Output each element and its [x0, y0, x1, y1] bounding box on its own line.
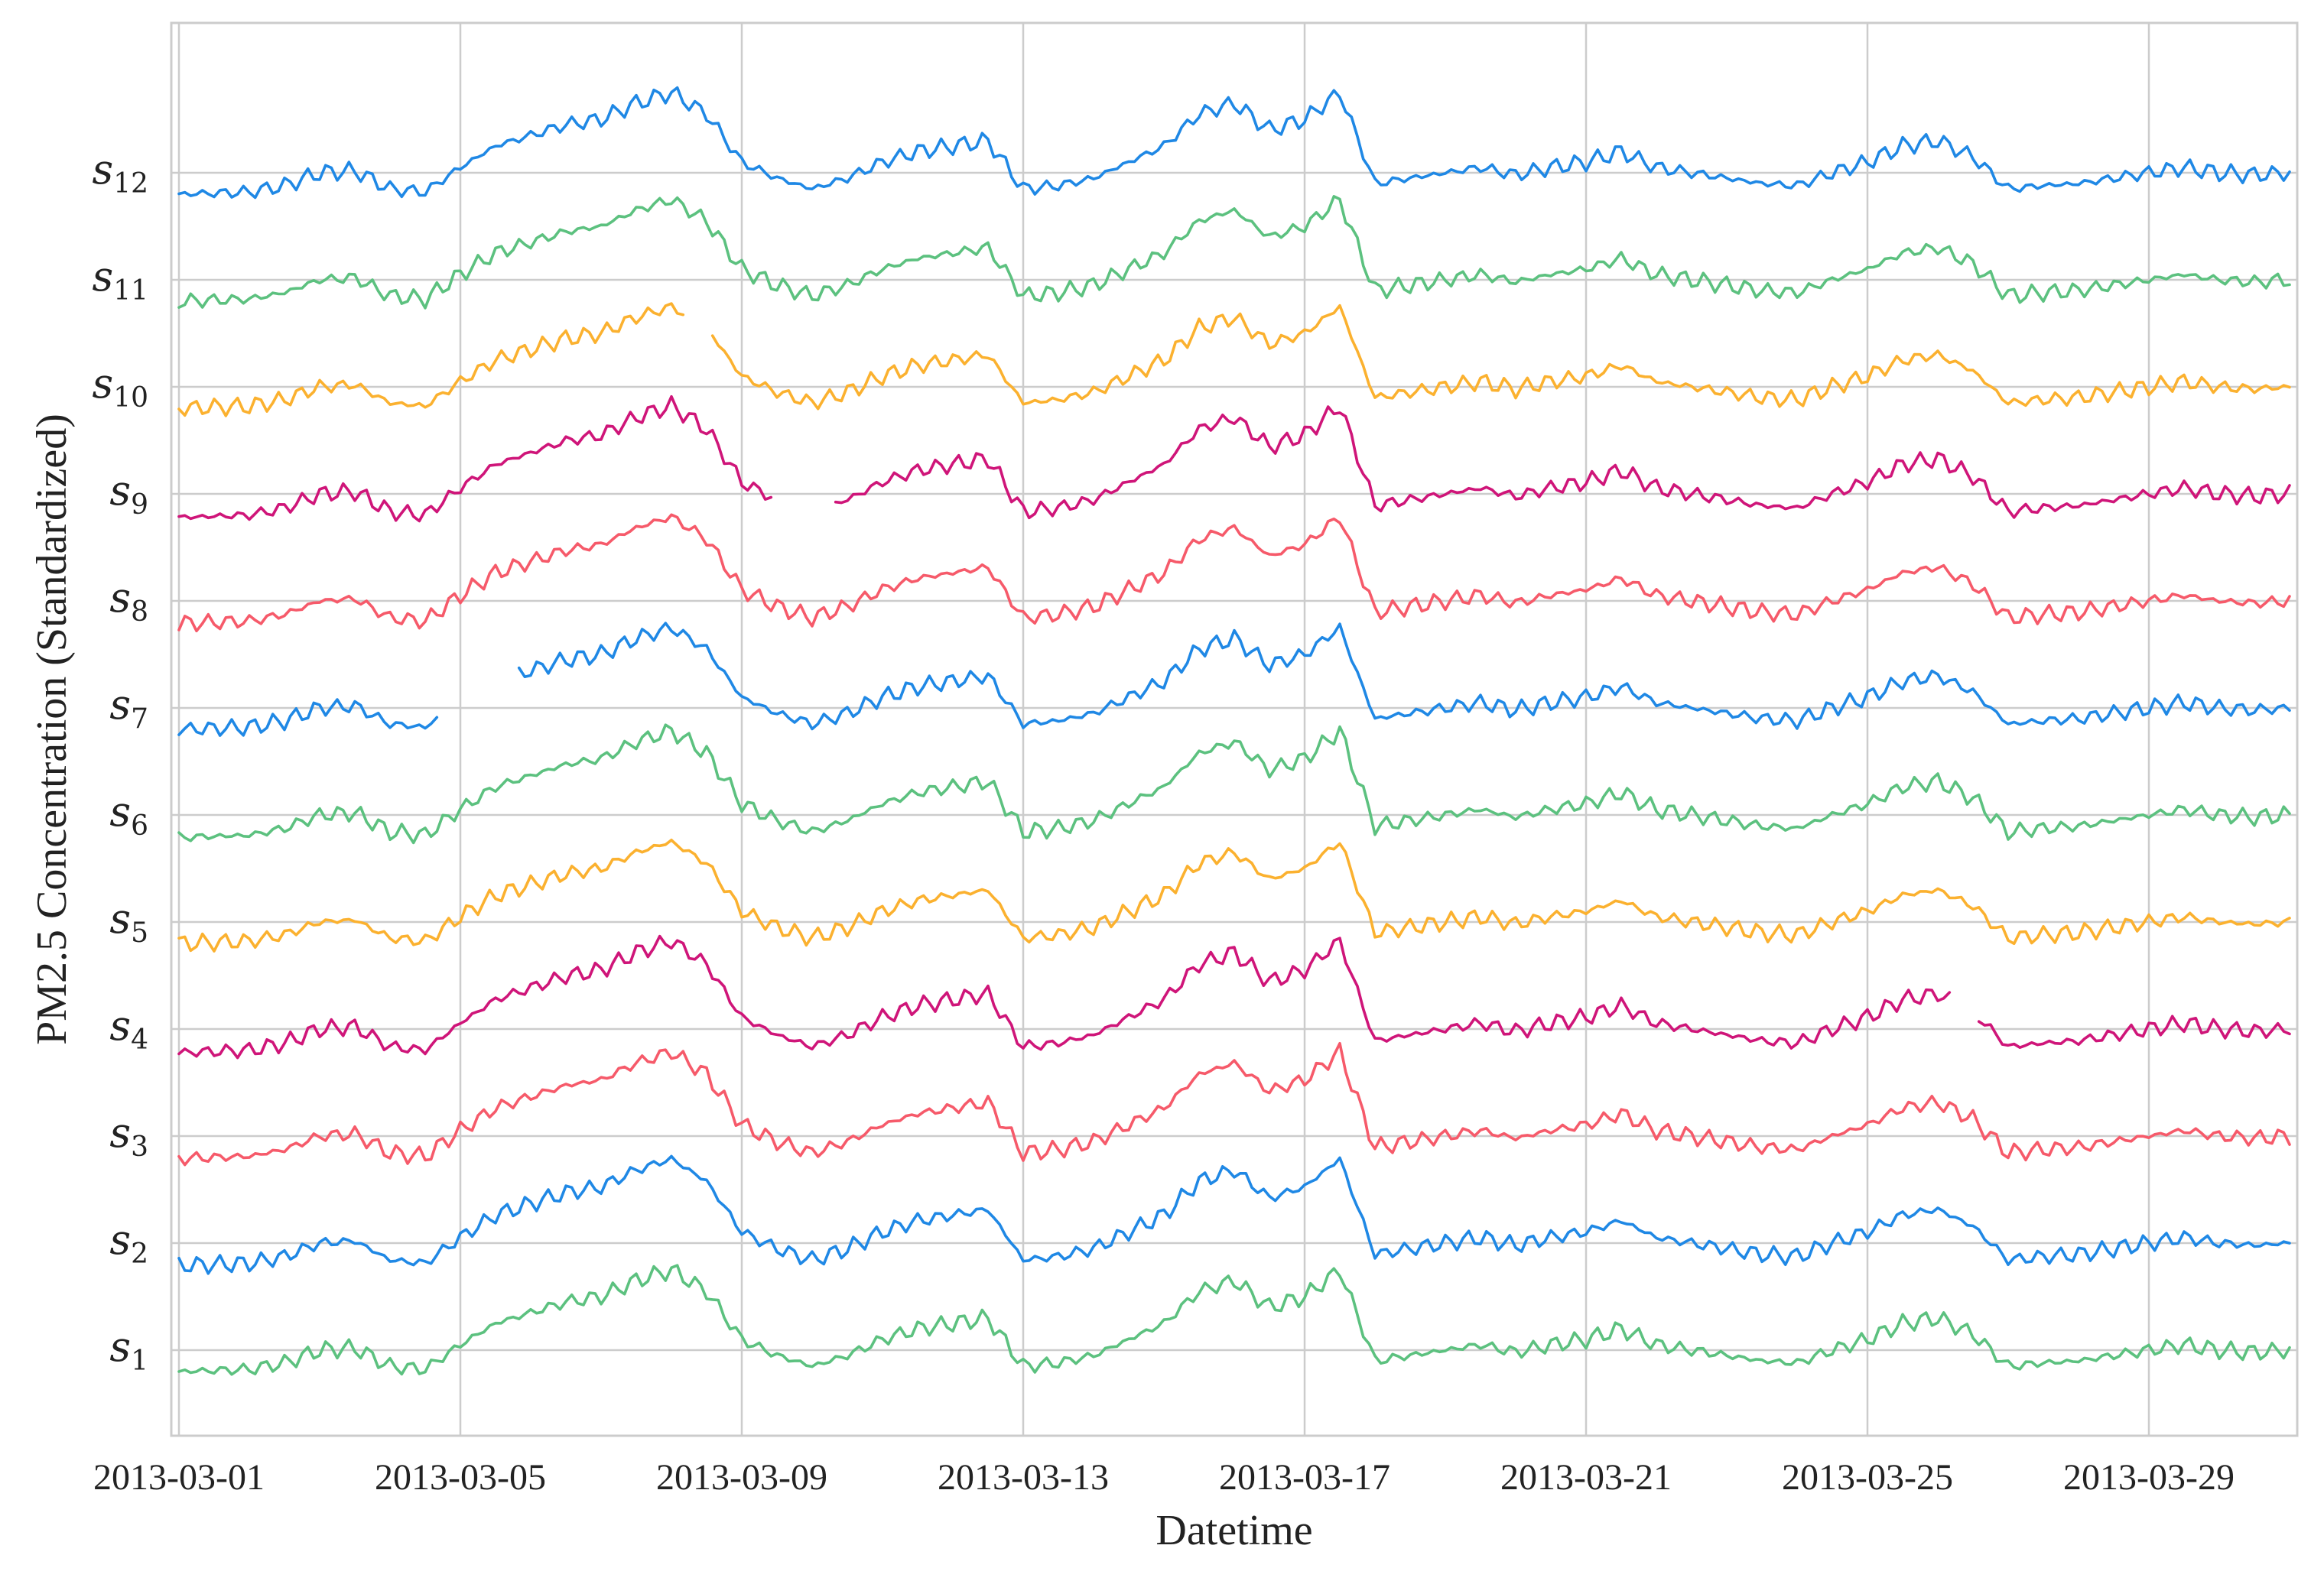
- series-line-s5: [177, 839, 2291, 953]
- y-tick-label: s4: [109, 1002, 148, 1056]
- x-tick-label: 2013-03-09: [656, 1457, 827, 1498]
- y-tick-label: s8: [109, 573, 148, 628]
- series-lines: [177, 86, 2291, 1376]
- y-tick-label: s1: [109, 1323, 148, 1377]
- y-tick-label: s10: [92, 359, 148, 414]
- x-tick-label: 2013-03-29: [2063, 1457, 2235, 1498]
- x-axis-title: Datetime: [1155, 1507, 1312, 1554]
- series-line-s9: [177, 394, 2291, 523]
- y-tick-label: s3: [109, 1109, 148, 1163]
- y-axis-title: PM2.5 Concentration (Standardized): [28, 414, 76, 1045]
- y-tick-label: s12: [92, 145, 148, 200]
- series-line-s3: [177, 1042, 2291, 1167]
- y-tick-label: s2: [109, 1216, 148, 1270]
- series-line-s4: [177, 934, 2291, 1060]
- x-tick-label: 2013-03-05: [375, 1457, 546, 1498]
- series-line-s1: [177, 1264, 2291, 1376]
- plot-frame: [170, 21, 2299, 1437]
- series-line-s11: [177, 195, 2291, 310]
- y-tick-label: s7: [109, 680, 148, 735]
- series-line-s12: [177, 86, 2291, 200]
- y-tick-label: s5: [109, 894, 148, 949]
- y-tick-label: s11: [92, 252, 148, 307]
- y-axis-tick-labels: s1 s2 s3 s4 s5 s6 s7 s8 s9 s10 s11 s12: [92, 145, 148, 1377]
- x-tick-label: 2013-03-25: [1782, 1457, 1953, 1498]
- x-tick-label: 2013-03-21: [1500, 1457, 1672, 1498]
- series-line-s7: [177, 622, 2291, 737]
- y-tick-label: s9: [109, 466, 148, 521]
- series-line-s8: [177, 513, 2291, 633]
- series-line-s10: [177, 302, 2291, 417]
- y-tick-label: s6: [109, 787, 148, 842]
- x-axis-tick-labels: 2013-03-01 2013-03-05 2013-03-09 2013-03-13…: [93, 1457, 2235, 1498]
- series-line-s2: [177, 1154, 2291, 1275]
- grid-lines: [171, 23, 2297, 1436]
- x-tick-label: 2013-03-01: [93, 1457, 265, 1498]
- series-line-s6: [177, 723, 2291, 845]
- x-tick-label: 2013-03-13: [938, 1457, 1109, 1498]
- x-tick-label: 2013-03-17: [1219, 1457, 1390, 1498]
